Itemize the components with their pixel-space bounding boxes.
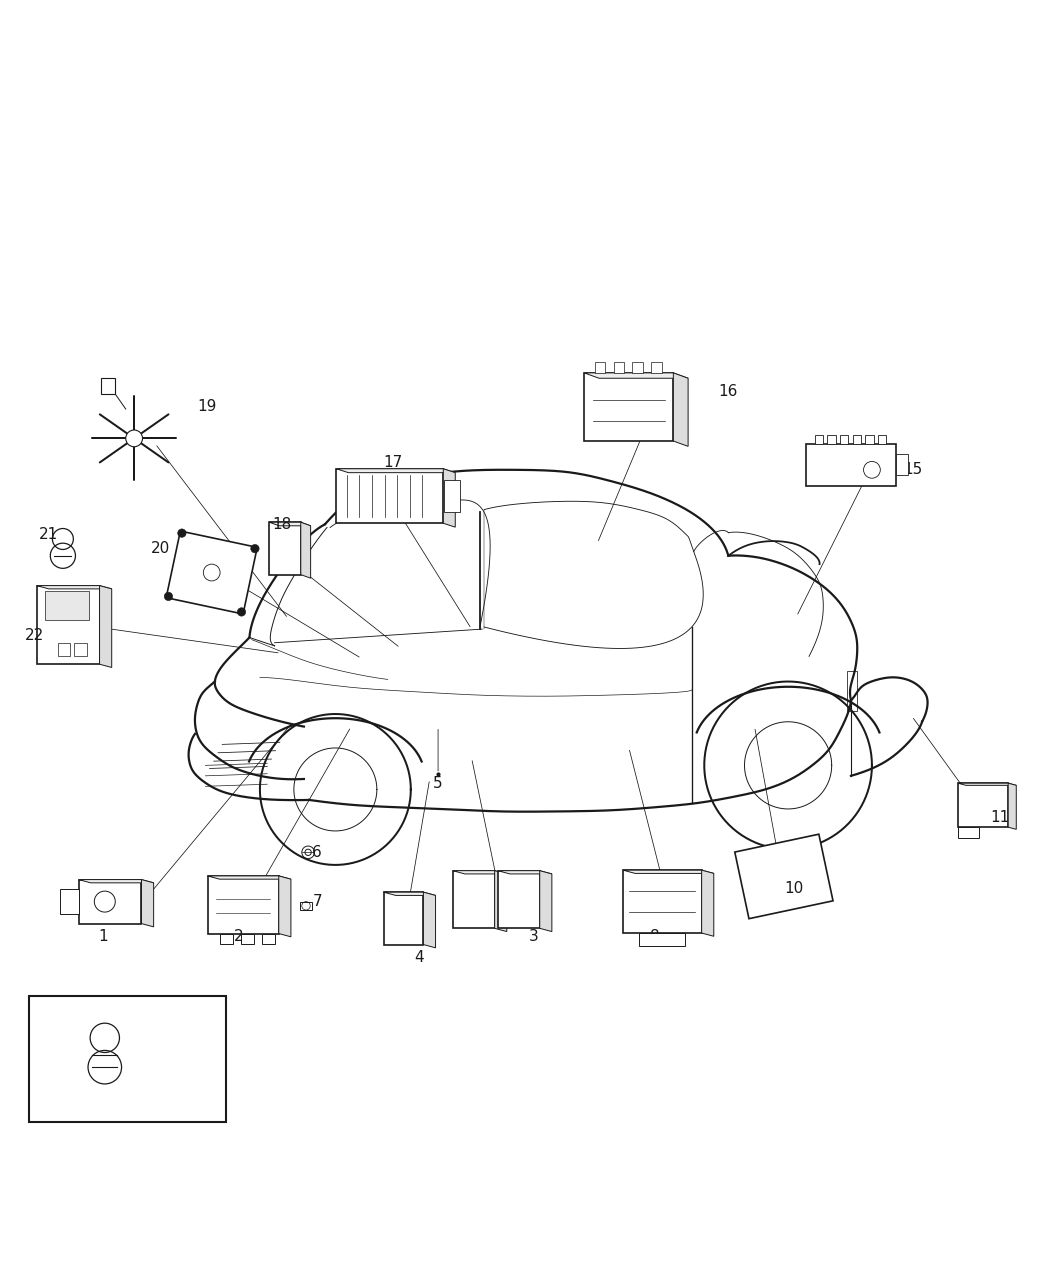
Polygon shape — [498, 871, 540, 928]
Bar — [444, 481, 460, 511]
Polygon shape — [167, 530, 257, 615]
Polygon shape — [623, 870, 702, 933]
Text: 7: 7 — [312, 894, 322, 909]
Polygon shape — [301, 523, 310, 578]
Polygon shape — [623, 870, 714, 873]
Polygon shape — [1008, 783, 1017, 829]
Bar — [60, 889, 79, 914]
Polygon shape — [585, 372, 689, 379]
Bar — [651, 362, 662, 372]
Bar — [828, 435, 836, 444]
Circle shape — [178, 529, 187, 537]
Bar — [958, 827, 979, 838]
Circle shape — [250, 544, 259, 553]
Polygon shape — [673, 372, 689, 446]
Polygon shape — [279, 876, 291, 937]
Polygon shape — [384, 892, 423, 945]
Text: 18: 18 — [272, 516, 291, 532]
Text: 3: 3 — [529, 929, 539, 944]
Polygon shape — [269, 523, 310, 525]
Polygon shape — [453, 871, 507, 873]
Text: 23: 23 — [147, 1089, 166, 1104]
Text: 22: 22 — [25, 627, 44, 643]
Text: 2: 2 — [234, 929, 244, 944]
Text: 16: 16 — [718, 384, 737, 399]
Polygon shape — [269, 523, 301, 575]
Polygon shape — [141, 880, 154, 927]
Polygon shape — [702, 870, 714, 936]
Polygon shape — [37, 585, 112, 589]
Text: 1: 1 — [97, 929, 108, 944]
Polygon shape — [958, 783, 1008, 827]
Bar — [895, 454, 908, 476]
Polygon shape — [423, 892, 436, 947]
Bar — [639, 933, 685, 946]
Polygon shape — [79, 880, 141, 923]
Bar — [866, 435, 874, 444]
Bar — [614, 362, 625, 372]
Bar — [74, 644, 87, 655]
Circle shape — [165, 592, 173, 601]
Polygon shape — [336, 469, 455, 473]
Text: 8: 8 — [650, 929, 660, 944]
Bar — [29, 996, 226, 1122]
Circle shape — [237, 608, 245, 616]
Text: 17: 17 — [384, 455, 402, 469]
Text: 10: 10 — [785, 881, 804, 895]
Polygon shape — [100, 585, 112, 668]
Bar — [101, 377, 115, 394]
Bar — [220, 933, 233, 944]
Bar — [58, 644, 70, 655]
Bar — [45, 590, 89, 620]
Text: 4: 4 — [414, 950, 423, 965]
Polygon shape — [443, 469, 455, 527]
Polygon shape — [495, 871, 507, 932]
Text: 11: 11 — [990, 810, 1009, 825]
Polygon shape — [208, 876, 291, 880]
Text: 19: 19 — [197, 399, 216, 414]
Bar — [878, 435, 887, 444]
Bar — [262, 933, 275, 944]
Bar — [595, 362, 606, 372]
Polygon shape — [79, 880, 154, 882]
Polygon shape — [384, 892, 436, 895]
Text: 20: 20 — [151, 541, 170, 556]
Circle shape — [126, 430, 143, 446]
Text: 15: 15 — [903, 463, 922, 477]
Bar — [807, 444, 895, 486]
Polygon shape — [37, 585, 100, 664]
Bar — [633, 362, 643, 372]
Text: 6: 6 — [312, 845, 322, 859]
Polygon shape — [958, 783, 1017, 785]
Bar — [241, 933, 254, 944]
Text: 21: 21 — [39, 528, 58, 542]
Polygon shape — [453, 871, 495, 928]
Polygon shape — [498, 871, 552, 873]
Polygon shape — [540, 871, 552, 932]
Polygon shape — [735, 834, 833, 919]
Bar — [300, 901, 312, 910]
Polygon shape — [585, 372, 673, 441]
Bar — [853, 435, 861, 444]
Polygon shape — [336, 469, 443, 523]
Text: 5: 5 — [433, 775, 442, 790]
Polygon shape — [208, 876, 279, 933]
Bar — [840, 435, 849, 444]
Bar — [815, 435, 824, 444]
Bar — [847, 671, 857, 711]
